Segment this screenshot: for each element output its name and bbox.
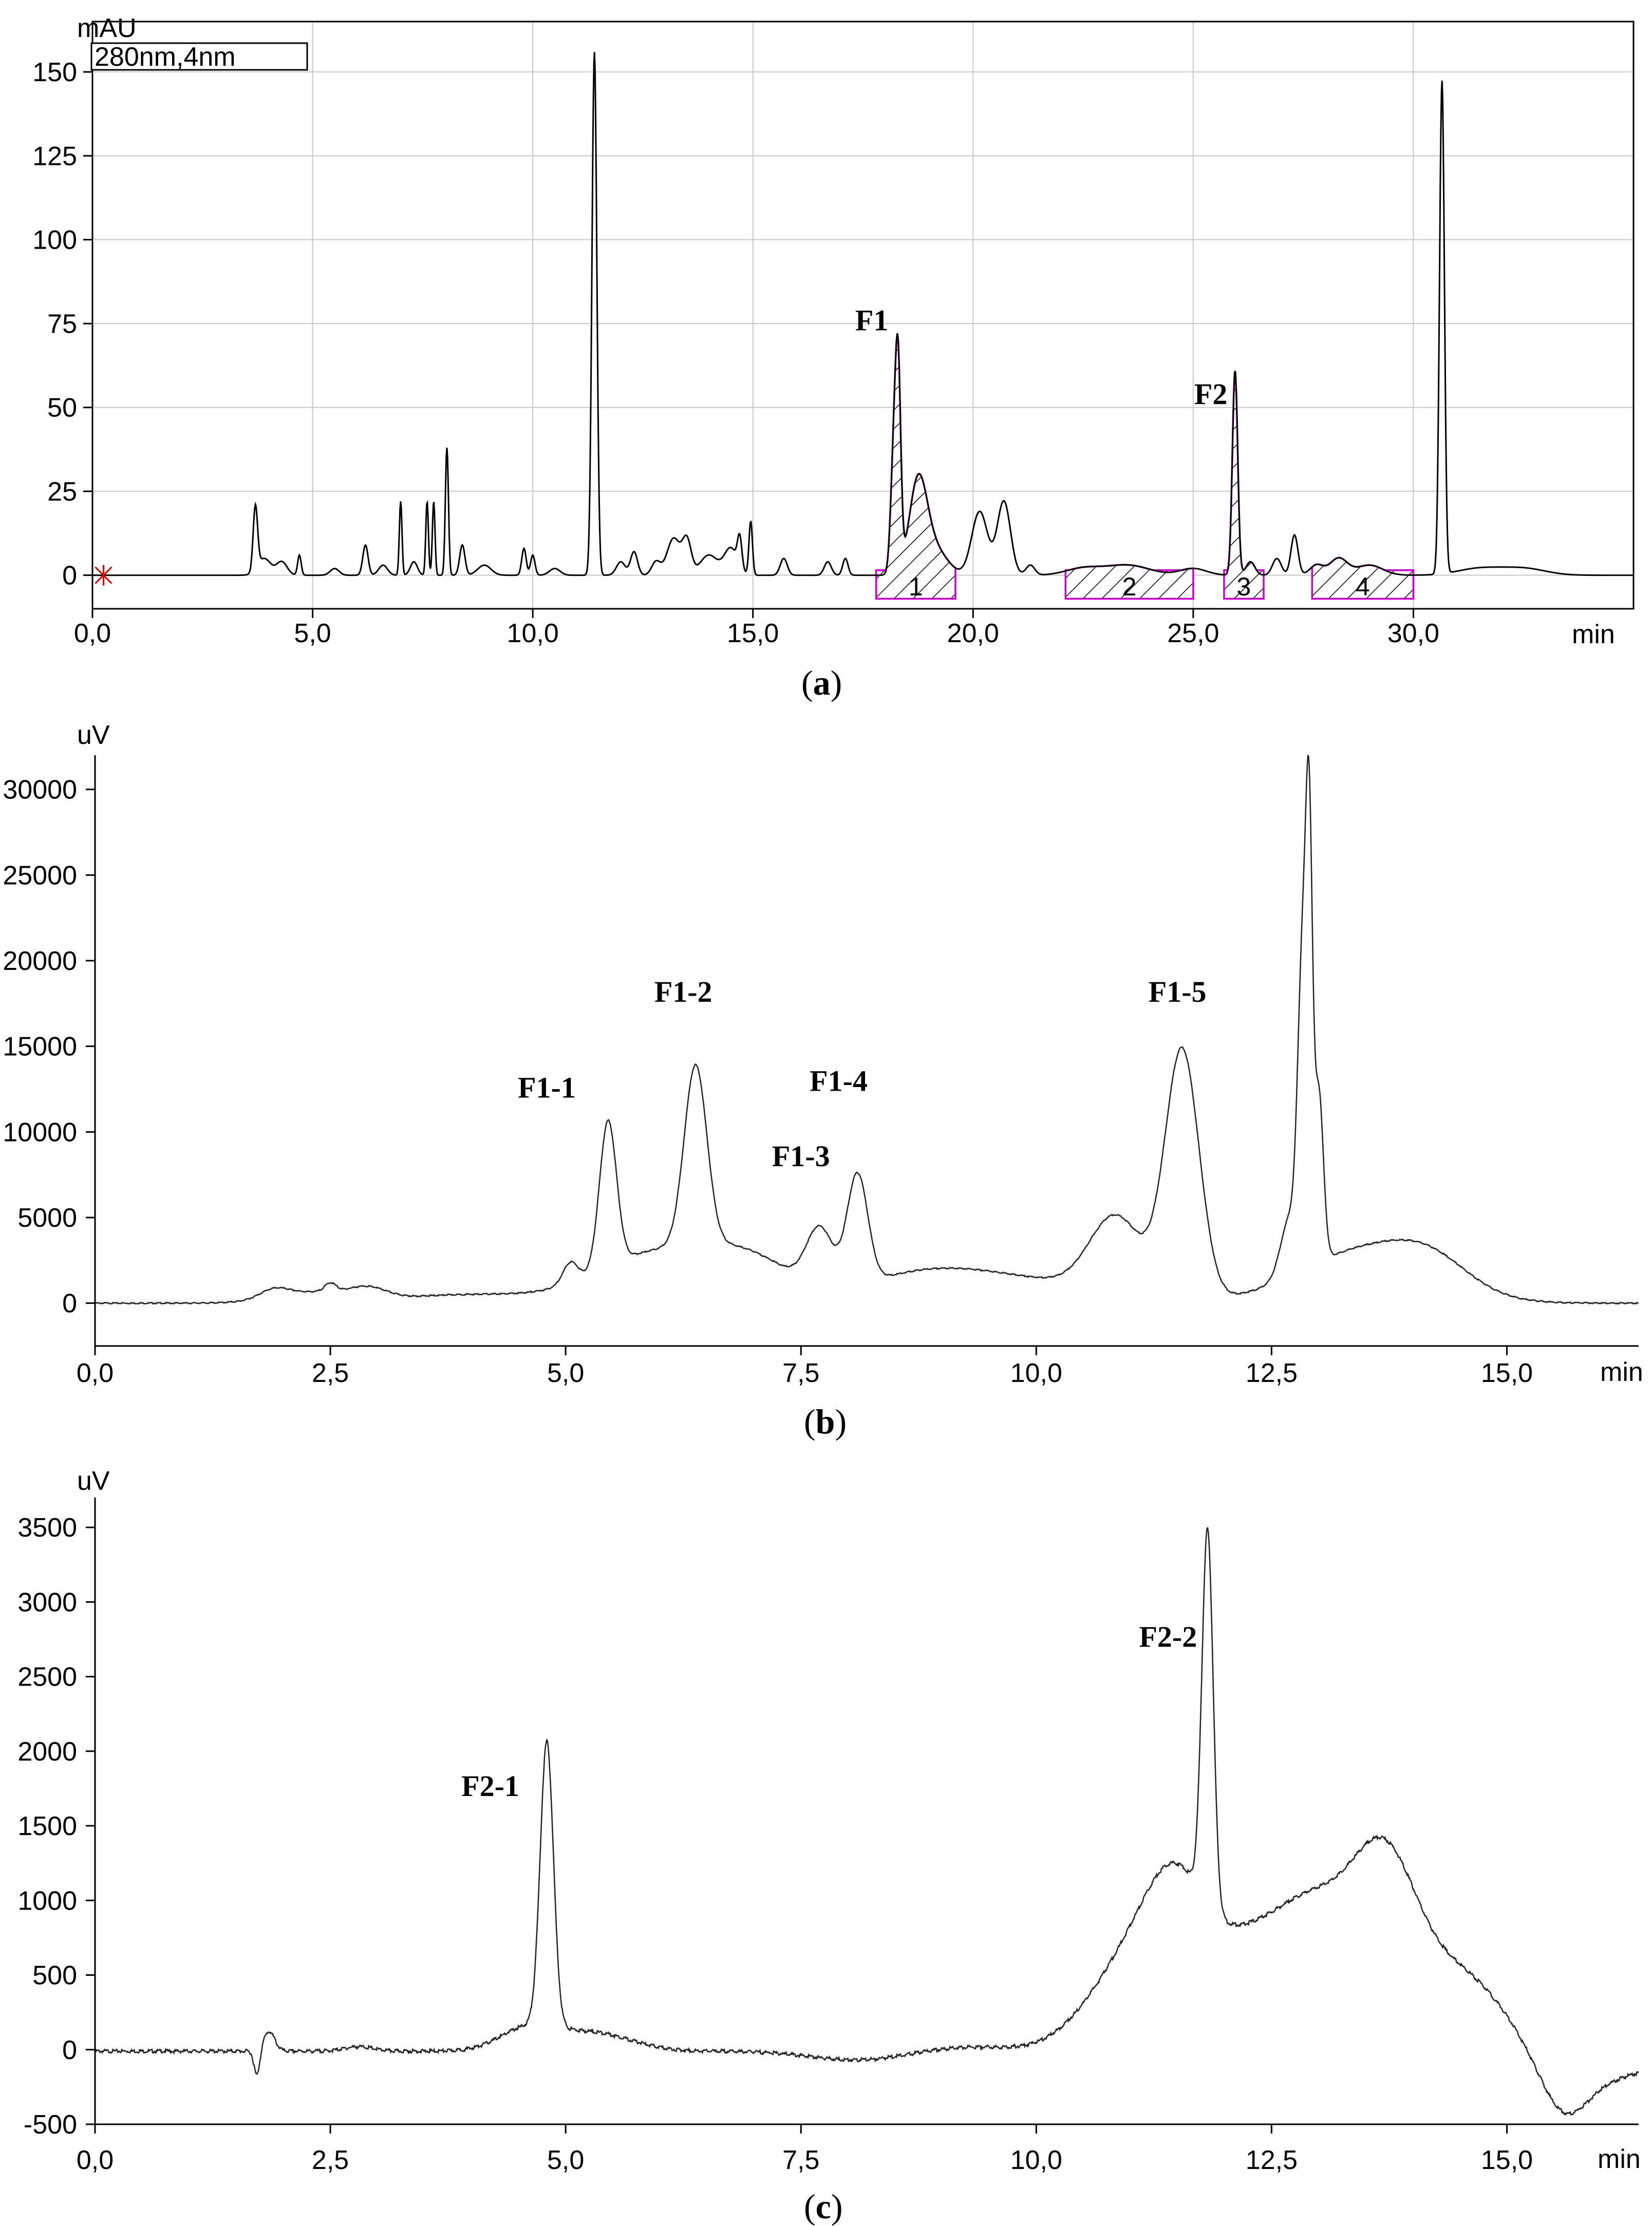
- x-tick-label-b: 5,0: [547, 1358, 584, 1388]
- x-tick-label-a: 10,0: [507, 619, 559, 648]
- y-tick-label-b: 15000: [3, 1032, 77, 1062]
- peak-label-f2: F2: [1194, 378, 1227, 411]
- y-tick-label-c: 2500: [17, 1662, 77, 1692]
- y-tick-label-c: 500: [32, 1961, 77, 1991]
- x-tick-label-c: 7,5: [782, 2145, 819, 2175]
- fraction-label-3: 3: [1236, 572, 1251, 601]
- y-tick-label-c: 2000: [17, 1737, 77, 1767]
- y-tick-label-c: 1000: [17, 1886, 77, 1916]
- chromatogram-panel-a: 1 2 3 4 0,0 5,0 10,0 15,0 20,0 25,0 30,0 0 25 50 75 10…: [32, 13, 1635, 702]
- y-tick-label-a: 100: [32, 226, 77, 255]
- plot-frame-a: [91, 21, 1635, 610]
- x-axis-unit-a: min: [1572, 620, 1615, 649]
- x-axis-unit-b: min: [1600, 1357, 1643, 1387]
- x-tick-label-c: 2,5: [312, 2145, 349, 2175]
- x-tick-label-a: 5,0: [294, 619, 331, 648]
- caption-c-letter: c: [816, 2187, 831, 2226]
- svg-text:(b): (b): [804, 1402, 847, 1441]
- x-tick-label-a: 30,0: [1387, 619, 1439, 648]
- legend-label: 280nm,4nm: [95, 42, 236, 72]
- y-tick-label-a: 50: [47, 393, 77, 423]
- chromatogram-panel-b: 0,0 2,5 5,0 7,5 10,0 12,5 15,0 0 5000 10000 15000 2…: [3, 720, 1643, 1441]
- peak-label-f1: F1: [855, 304, 888, 337]
- x-tick-label-c: 12,5: [1246, 2145, 1298, 2175]
- fraction-label-4: 4: [1356, 572, 1370, 601]
- caption-a: (a): [801, 663, 842, 702]
- y-tick-label-b: 5000: [17, 1203, 77, 1233]
- y-tick-label-c: 3000: [17, 1587, 77, 1617]
- peak-label-f1-1: F1-1: [518, 1071, 576, 1105]
- x-tick-label-b: 0,0: [77, 1358, 114, 1388]
- y-tick-label-a: 150: [32, 58, 77, 87]
- x-tick-label-c: 0,0: [77, 2145, 114, 2175]
- y-tick-label-a: 25: [47, 477, 77, 507]
- x-axis-unit-c: min: [1598, 2144, 1641, 2174]
- y-tick-label-c: 1500: [17, 1811, 77, 1841]
- x-tick-label-b: 10,0: [1010, 1358, 1062, 1388]
- y-tick-label-b: 25000: [3, 861, 77, 890]
- x-tick-label-a: 25,0: [1167, 619, 1219, 648]
- y-axis-unit-b: uV: [77, 720, 110, 750]
- peak-label-f2-2: F2-2: [1139, 1620, 1197, 1653]
- trace-line-c: [94, 1526, 1639, 2116]
- caption-c: (c): [804, 2187, 843, 2226]
- svg-text:(c): (c): [804, 2187, 843, 2226]
- y-tick-label-b: 0: [62, 1289, 77, 1319]
- y-tick-label-a: 125: [32, 141, 77, 171]
- trace-line-b: [95, 754, 1639, 1305]
- y-axis-unit-a: mAU: [77, 13, 137, 43]
- peak-label-f1-3: F1-3: [772, 1139, 830, 1173]
- y-tick-label-c: -500: [24, 2110, 77, 2140]
- fraction-label-1: 1: [909, 572, 923, 601]
- x-tick-label-b: 7,5: [782, 1358, 819, 1388]
- peak-label-f1-4: F1-4: [810, 1064, 868, 1097]
- peak-label-f1-5: F1-5: [1149, 975, 1207, 1008]
- caption-a-letter: a: [813, 663, 831, 702]
- trace-line-a: [92, 52, 1634, 576]
- chromatogram-panel-c: 0,0 2,5 5,0 7,5 10,0 12,5 15,0 -500 0 500 1000 1500…: [17, 1466, 1640, 2226]
- x-tick-label-c: 15,0: [1481, 2145, 1533, 2175]
- svg-text:(a): (a): [801, 663, 842, 702]
- x-tick-label-a: 20,0: [947, 619, 999, 648]
- y-axis-unit-c: uV: [77, 1466, 110, 1496]
- x-tick-label-c: 10,0: [1010, 2145, 1062, 2175]
- caption-b-letter: b: [816, 1402, 835, 1441]
- y-tick-label-c: 0: [62, 2035, 77, 2065]
- y-tick-label-b: 10000: [3, 1117, 77, 1147]
- legend-box: [90, 42, 308, 71]
- x-tick-label-b: 12,5: [1246, 1358, 1298, 1388]
- y-tick-label-b: 20000: [3, 946, 77, 976]
- x-tick-label-b: 2,5: [312, 1358, 349, 1388]
- peak-label-f2-1: F2-1: [461, 1769, 519, 1803]
- injection-marker: [95, 565, 112, 586]
- peak-label-f1-2: F1-2: [654, 975, 712, 1008]
- caption-b: (b): [804, 1402, 847, 1441]
- x-tick-label-b: 15,0: [1481, 1358, 1533, 1388]
- fraction-label-2: 2: [1122, 572, 1137, 601]
- y-tick-label-c: 3500: [17, 1513, 77, 1543]
- x-tick-label-c: 5,0: [547, 2145, 584, 2175]
- y-tick-label-a: 0: [62, 561, 77, 591]
- x-tick-label-a: 15,0: [727, 619, 779, 648]
- y-tick-label-b: 30000: [3, 775, 77, 805]
- y-tick-label-a: 75: [47, 309, 77, 339]
- x-tick-label-a: 0,0: [74, 619, 111, 648]
